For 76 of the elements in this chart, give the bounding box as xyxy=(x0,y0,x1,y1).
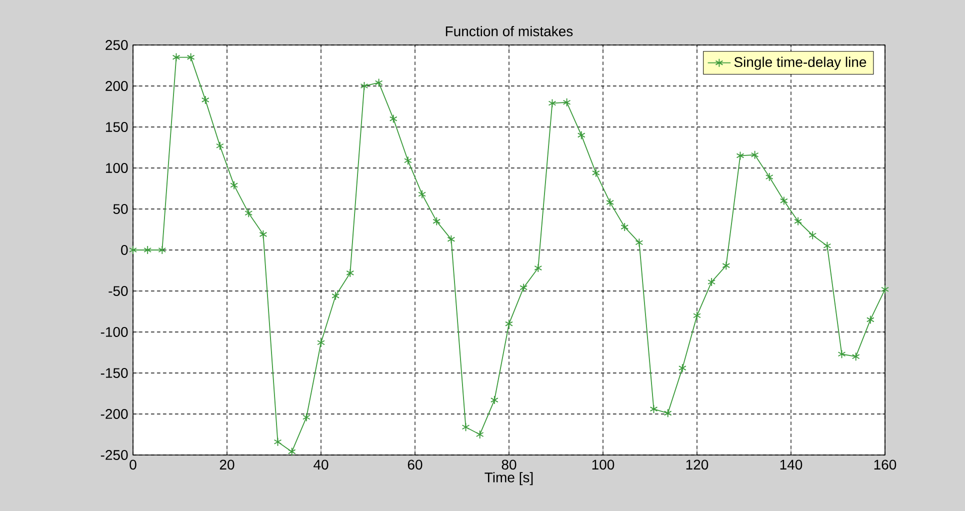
point xyxy=(230,180,238,190)
point xyxy=(244,208,253,218)
point xyxy=(418,190,426,199)
point xyxy=(693,311,701,320)
point xyxy=(881,284,889,294)
point xyxy=(866,315,874,324)
point xyxy=(794,216,802,226)
point xyxy=(432,216,441,226)
point xyxy=(577,130,586,140)
point xyxy=(490,396,498,405)
x-tick-label: 20 xyxy=(220,460,234,470)
point xyxy=(736,151,744,160)
point xyxy=(346,268,354,278)
y-tick-label: 150 xyxy=(106,122,128,132)
y-tick-label: 200 xyxy=(106,81,128,91)
point xyxy=(708,278,716,286)
point xyxy=(129,246,137,254)
point xyxy=(620,222,629,232)
point xyxy=(534,264,542,273)
point xyxy=(158,246,166,254)
point xyxy=(664,408,672,418)
point xyxy=(172,52,180,62)
point xyxy=(548,98,556,108)
x-tick-label: 160 xyxy=(874,460,896,470)
chart-title: Function of mistakes xyxy=(446,26,573,36)
y-tick-label: -200 xyxy=(100,409,128,419)
y-tick-label: -150 xyxy=(100,368,128,378)
x-tick-label: 80 xyxy=(502,460,516,470)
point xyxy=(520,283,528,292)
x-tick-label: 100 xyxy=(592,460,614,470)
point xyxy=(288,447,296,456)
point xyxy=(332,291,340,300)
point xyxy=(462,422,470,432)
point xyxy=(562,98,571,107)
point xyxy=(808,230,817,240)
point xyxy=(823,241,832,250)
y-tick-label: 100 xyxy=(106,163,128,173)
point xyxy=(274,437,282,446)
point xyxy=(447,234,456,244)
x-tick-label: 40 xyxy=(314,460,328,470)
point xyxy=(750,150,759,160)
point xyxy=(780,196,788,206)
x-tick-label: 140 xyxy=(780,460,802,470)
y-tick-label: 250 xyxy=(106,40,128,50)
point xyxy=(404,156,412,166)
point xyxy=(838,350,846,359)
y-tick-label: -100 xyxy=(100,327,128,337)
point xyxy=(317,338,325,348)
point xyxy=(374,78,383,88)
y-tick-label: 50 xyxy=(113,204,128,214)
point xyxy=(186,52,195,62)
point xyxy=(606,198,614,207)
y-tick-label: -50 xyxy=(108,286,128,296)
point xyxy=(505,319,513,328)
point xyxy=(259,230,268,239)
point xyxy=(144,246,152,254)
point xyxy=(635,238,644,248)
x-axis-title: Time [s] xyxy=(484,472,533,486)
point xyxy=(650,404,658,414)
x-tick-label: 60 xyxy=(408,460,422,470)
point xyxy=(360,82,368,90)
point xyxy=(389,114,398,124)
x-tick-label: 0 xyxy=(130,460,136,470)
point xyxy=(722,261,730,270)
point xyxy=(592,168,600,178)
x-tick-label: 120 xyxy=(686,460,708,470)
point xyxy=(216,141,224,150)
y-tick-label: 0 xyxy=(121,245,128,255)
y-tick-label: -250 xyxy=(100,450,128,460)
point xyxy=(852,352,860,362)
point xyxy=(765,172,774,182)
point xyxy=(302,412,310,422)
point xyxy=(201,95,210,104)
point xyxy=(678,364,686,373)
point xyxy=(476,430,484,439)
legend-label: Single time-delay line xyxy=(734,56,866,70)
